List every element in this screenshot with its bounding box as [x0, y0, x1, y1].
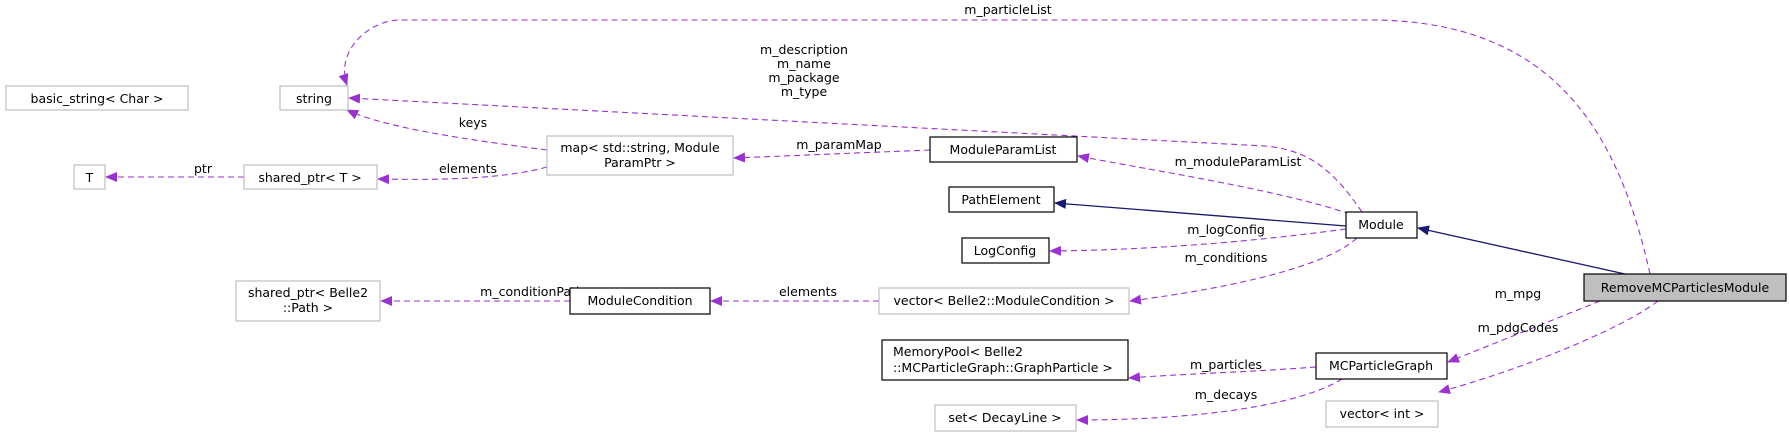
- node-shared-ptr-Path[interactable]: shared_ptr< Belle2 ::Path >: [235, 280, 381, 322]
- edge-particles: [1128, 366, 1317, 383]
- edge-label-decays: m_decays: [1195, 387, 1258, 402]
- edge-label-description: m_description: [760, 42, 848, 57]
- node-label: ParamPtr >: [604, 155, 676, 170]
- node-set-DecayLine[interactable]: set< DecayLine >: [934, 404, 1077, 432]
- edge-decays: [1076, 378, 1343, 425]
- node-label: ModuleCondition: [587, 293, 692, 308]
- edge-label-particleList: m_particleList: [964, 2, 1052, 17]
- node-MCParticleGraph[interactable]: MCParticleGraph: [1315, 352, 1448, 380]
- node-label: shared_ptr< Belle2: [248, 285, 368, 300]
- node-vector-ModuleCondition[interactable]: vector< Belle2::ModuleCondition >: [878, 287, 1130, 315]
- node-label: shared_ptr< T >: [258, 170, 361, 185]
- node-label: T: [85, 170, 94, 185]
- node-RemoveMCParticlesModule[interactable]: RemoveMCParticlesModule: [1583, 273, 1787, 302]
- edge-particleList: [338, 19, 1651, 275]
- edge-module-strings: [348, 93, 1363, 213]
- node-label: ::Path >: [283, 300, 333, 315]
- node-label: MemoryPool< Belle2: [893, 344, 1023, 359]
- edge-mpg: [1447, 300, 1601, 363]
- node-map[interactable]: map< std::string, Module ParamPtr >: [546, 135, 734, 176]
- node-ModuleCondition[interactable]: ModuleCondition: [569, 287, 711, 315]
- edge-label-logConfig: m_logConfig: [1187, 222, 1265, 237]
- node-PathElement[interactable]: PathElement: [948, 186, 1055, 213]
- node-LogConfig[interactable]: LogConfig: [961, 237, 1050, 264]
- edge-paramMap: [733, 149, 931, 163]
- edge-inherit-pathelement: [1054, 198, 1347, 227]
- node-Module[interactable]: Module: [1345, 211, 1418, 239]
- edge-map-elements: [377, 166, 548, 185]
- node-label: vector< int >: [1340, 406, 1425, 421]
- edge-label-pdgCodes: m_pdgCodes: [1478, 320, 1559, 335]
- edge-label-type: m_type: [781, 84, 828, 99]
- edge-label-map-elements: elements: [439, 161, 497, 176]
- edge-label-moduleParamList: m_moduleParamList: [1175, 154, 1302, 169]
- edge-inherit-module: [1417, 225, 1626, 275]
- node-label: LogConfig: [974, 243, 1036, 258]
- edge-label-mpg: m_mpg: [1495, 286, 1541, 301]
- node-label: MCParticleGraph: [1329, 358, 1433, 373]
- edge-label-keys: keys: [459, 115, 487, 130]
- edge-label-paramMap: m_paramMap: [796, 137, 881, 152]
- node-label: vector< Belle2::ModuleCondition >: [894, 293, 1115, 308]
- node-label: string: [296, 91, 332, 106]
- node-label: map< std::string, Module: [560, 140, 720, 155]
- node-label: basic_string< Char >: [31, 91, 164, 106]
- edge-pdgCodes: [1438, 300, 1659, 394]
- edge-label-ptr: ptr: [194, 161, 213, 176]
- node-basic-string[interactable]: basic_string< Char >: [5, 85, 189, 111]
- node-label: set< DecayLine >: [948, 410, 1061, 425]
- node-vector-int[interactable]: vector< int >: [1325, 400, 1439, 428]
- edge-keys: [346, 109, 548, 151]
- node-shared-ptr-T[interactable]: shared_ptr< T >: [243, 164, 378, 190]
- edge-conditions: [1129, 237, 1358, 305]
- edge-label-conditionPath: m_conditionPath: [480, 284, 584, 299]
- node-label: ::MCParticleGraph::GraphParticle >: [893, 360, 1113, 375]
- node-label: PathElement: [961, 192, 1040, 207]
- node-T[interactable]: T: [73, 164, 106, 190]
- edge-label-vector-elements: elements: [779, 284, 837, 299]
- node-label: ModuleParamList: [950, 142, 1057, 157]
- node-MemoryPool[interactable]: MemoryPool< Belle2 ::MCParticleGraph::Gr…: [881, 339, 1129, 381]
- edge-moduleParamList: [1077, 153, 1351, 215]
- node-string[interactable]: string: [279, 85, 349, 111]
- node-label: Module: [1358, 217, 1404, 232]
- node-label: RemoveMCParticlesModule: [1601, 280, 1770, 295]
- edge-label-conditions: m_conditions: [1185, 250, 1268, 265]
- edge-label-particles: m_particles: [1190, 357, 1262, 372]
- node-ModuleParamList[interactable]: ModuleParamList: [929, 136, 1078, 163]
- edge-label-name: m_name: [777, 56, 831, 71]
- edge-label-package: m_package: [768, 70, 840, 85]
